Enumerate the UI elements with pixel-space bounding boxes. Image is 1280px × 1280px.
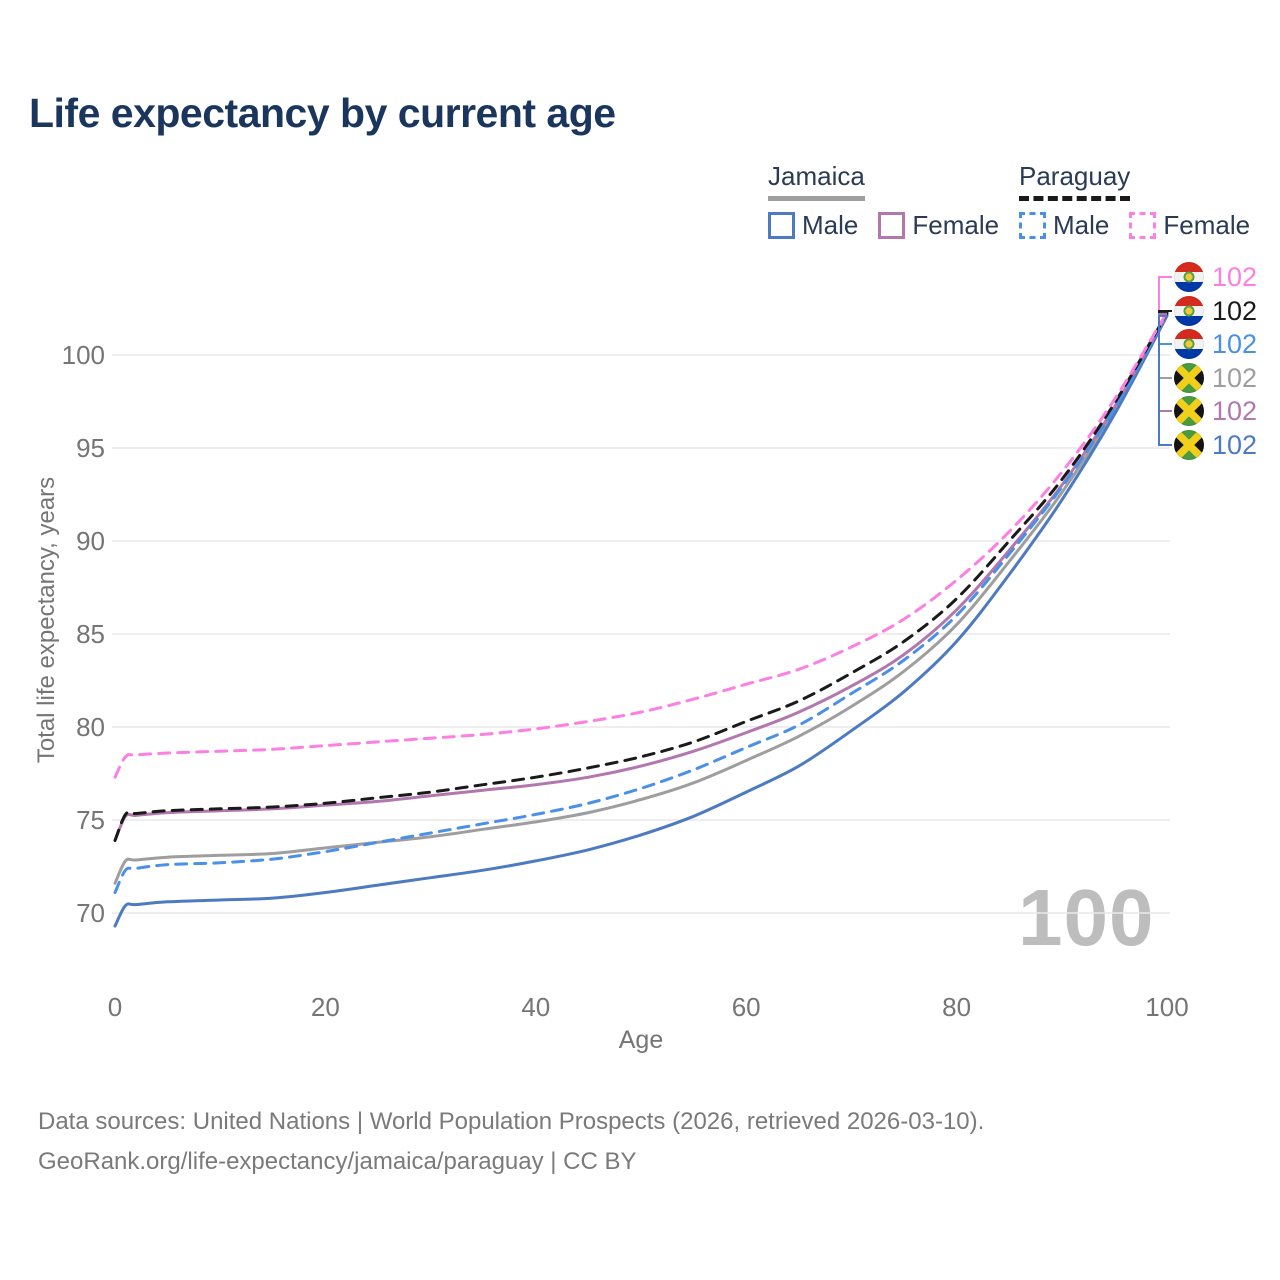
end-label-row: 102 bbox=[1174, 328, 1257, 360]
series-line-jamaica-male bbox=[113, 314, 1169, 928]
legend-item-jamaica-female[interactable]: Female bbox=[878, 210, 999, 241]
legend-items: Male Female bbox=[768, 210, 1019, 241]
y-tick-label: 95 bbox=[76, 433, 105, 463]
page-title: Life expectancy by current age bbox=[29, 90, 616, 136]
end-value: 102 bbox=[1212, 362, 1258, 393]
legend-swatch-icon bbox=[878, 212, 906, 239]
series-line-jamaica-female bbox=[113, 312, 1169, 842]
end-value: 102 bbox=[1212, 261, 1258, 292]
legend-item-label: Female bbox=[1163, 210, 1251, 240]
end-value: 102 bbox=[1212, 395, 1258, 426]
end-label-row: 102 bbox=[1174, 429, 1257, 461]
legend-item-jamaica-male[interactable]: Male bbox=[768, 210, 858, 241]
x-tick-label: 40 bbox=[521, 992, 551, 1022]
end-label-connector bbox=[1158, 314, 1172, 446]
legend-swatch-icon bbox=[1129, 212, 1157, 239]
x-tick-label: 60 bbox=[731, 992, 761, 1022]
y-tick-label: 90 bbox=[76, 526, 105, 556]
end-label-row: 102 bbox=[1174, 395, 1257, 427]
legend-country-jamaica[interactable]: Jamaica bbox=[768, 161, 865, 201]
y-axis-title: Total life expectancy, years bbox=[33, 476, 60, 764]
legend-group-jamaica: Jamaica Male Female bbox=[768, 161, 1019, 241]
x-axis-title: Age bbox=[618, 1026, 664, 1054]
x-tick-label: 100 bbox=[1145, 992, 1189, 1022]
y-tick-label: 75 bbox=[76, 805, 105, 835]
x-tick-label: 80 bbox=[942, 992, 972, 1022]
end-value: 102 bbox=[1212, 429, 1258, 460]
data-source-note: Data sources: United Nations | World Pop… bbox=[38, 1108, 985, 1135]
y-tick-label: 70 bbox=[76, 898, 105, 928]
series-line-paraguay-female bbox=[113, 310, 1169, 779]
legend-group-paraguay: Paraguay Male Female bbox=[1019, 161, 1270, 241]
legend-item-paraguay-female[interactable]: Female bbox=[1129, 210, 1250, 241]
attribution-note: GeoRank.org/life-expectancy/jamaica/para… bbox=[38, 1148, 637, 1175]
series-line-paraguay-both-sexes bbox=[113, 311, 1169, 842]
end-value: 102 bbox=[1212, 328, 1258, 359]
series-line-paraguay-male bbox=[113, 312, 1169, 895]
paraguay-flag-icon bbox=[1174, 329, 1204, 359]
paraguay-flag-icon bbox=[1174, 296, 1204, 326]
jamaica-flag-icon bbox=[1174, 396, 1204, 426]
y-tick-label: 85 bbox=[76, 619, 105, 649]
end-label-row: 102 bbox=[1174, 295, 1257, 327]
y-tick-label: 100 bbox=[61, 340, 105, 370]
x-tick-label: 0 bbox=[107, 992, 123, 1022]
legend-swatch-icon bbox=[1019, 212, 1046, 239]
legend-item-label: Male bbox=[802, 210, 859, 240]
x-tick-label: 20 bbox=[310, 992, 340, 1022]
end-value: 102 bbox=[1212, 295, 1258, 326]
jamaica-flag-icon bbox=[1174, 430, 1204, 460]
legend-swatch-icon bbox=[768, 212, 795, 239]
end-label-row: 102 bbox=[1174, 362, 1257, 394]
legend-items: Male Female bbox=[1019, 210, 1270, 241]
legend-item-label: Female bbox=[912, 210, 1000, 240]
paraguay-flag-icon bbox=[1174, 262, 1204, 292]
legend-item-label: Male bbox=[1053, 210, 1110, 240]
age-watermark: 100 bbox=[1018, 873, 1155, 962]
legend-country-paraguay[interactable]: Paraguay bbox=[1019, 161, 1131, 201]
legend-item-paraguay-male[interactable]: Male bbox=[1019, 210, 1109, 241]
end-label-connector bbox=[1158, 276, 1172, 314]
y-tick-label: 80 bbox=[76, 712, 105, 742]
jamaica-flag-icon bbox=[1174, 363, 1204, 393]
series-line-jamaica-both-sexes bbox=[113, 313, 1169, 885]
end-label-row: 102 bbox=[1174, 261, 1257, 293]
